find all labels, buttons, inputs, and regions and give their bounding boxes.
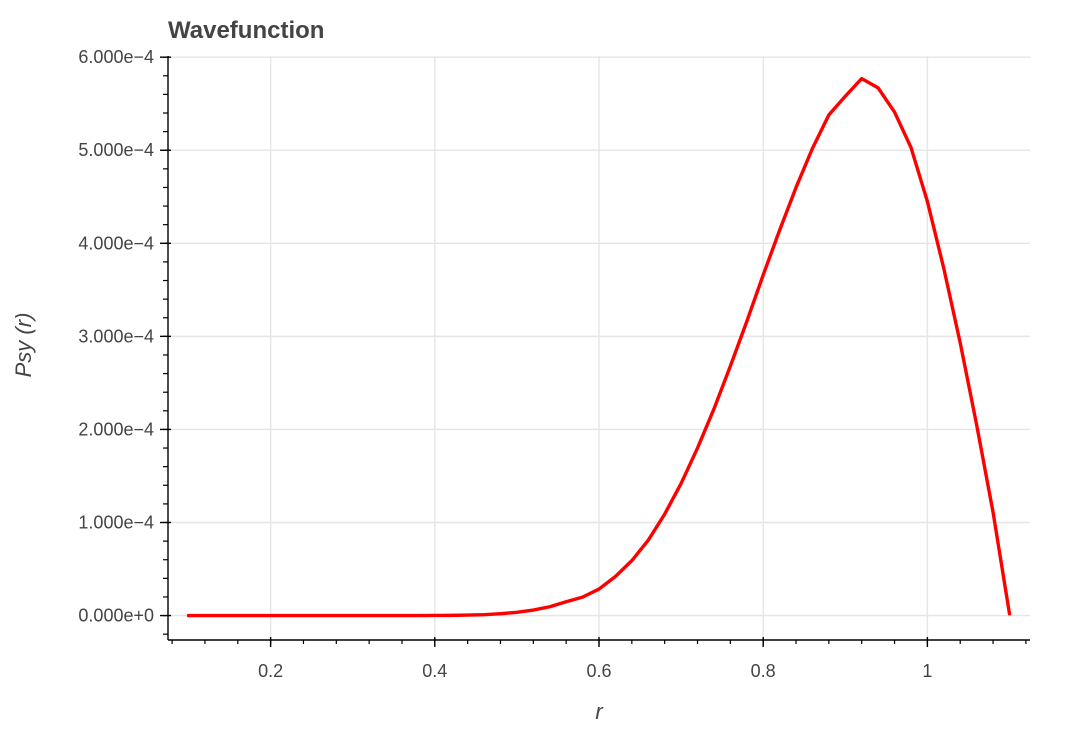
x-tick-label: 0.4 [422, 661, 447, 681]
y-tick-label: 0.000e+0 [78, 606, 154, 626]
series-line [186, 76, 1012, 618]
x-axis-title: r [595, 699, 604, 724]
chart-title: Wavefunction [168, 17, 324, 44]
x-tick-label: 1 [922, 661, 932, 681]
x-tick-label: 0.2 [258, 661, 283, 681]
y-axis-title: Psy (r) [11, 313, 36, 378]
y-tick-label: 4.000e−4 [78, 233, 154, 253]
y-tick-label: 2.000e−4 [78, 419, 154, 439]
x-tick-label: 0.8 [751, 661, 776, 681]
series-layer [186, 76, 1012, 618]
grid [168, 56, 1030, 640]
y-tick-label: 1.000e−4 [78, 513, 154, 533]
y-tick-label: 3.000e−4 [78, 326, 154, 346]
y-tick-label: 6.000e−4 [78, 47, 154, 67]
y-tick-label: 5.000e−4 [78, 140, 154, 160]
x-tick-label: 0.6 [586, 661, 611, 681]
axes: 0.2 0.4 0.6 0.8 1 0.000e+0 1.000e−4 2.000e−4 3.0… [78, 47, 1030, 681]
